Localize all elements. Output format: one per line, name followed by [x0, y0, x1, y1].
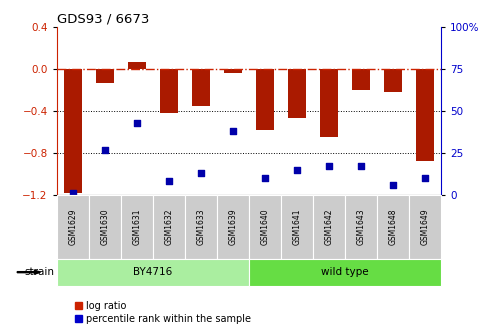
Text: GSM1633: GSM1633	[196, 208, 206, 245]
Bar	[121, 195, 153, 259]
Point	[101, 147, 108, 152]
Bar	[385, 69, 402, 92]
Point	[133, 120, 141, 125]
Text: GSM1631: GSM1631	[132, 209, 141, 245]
Text: GSM1632: GSM1632	[164, 209, 174, 245]
Bar	[57, 259, 249, 286]
Point	[261, 175, 269, 181]
Text: GSM1643: GSM1643	[356, 208, 366, 245]
Point	[293, 167, 301, 172]
Text: GSM1649: GSM1649	[421, 208, 430, 245]
Text: strain: strain	[24, 267, 54, 277]
Bar	[160, 69, 177, 113]
Point	[357, 164, 365, 169]
Text: GSM1639: GSM1639	[228, 208, 238, 245]
Text: GSM1629: GSM1629	[68, 209, 77, 245]
Bar	[417, 69, 434, 161]
Bar	[192, 69, 210, 106]
Point	[421, 175, 429, 181]
Text: GSM1641: GSM1641	[292, 209, 302, 245]
Bar	[96, 69, 113, 83]
Bar	[345, 195, 377, 259]
Bar	[249, 259, 441, 286]
Bar	[128, 61, 145, 69]
Bar	[377, 195, 409, 259]
Text: wild type: wild type	[321, 267, 369, 277]
Bar	[217, 195, 249, 259]
Point	[229, 128, 237, 134]
Bar	[281, 195, 313, 259]
Point	[325, 164, 333, 169]
Bar	[249, 195, 281, 259]
Text: GSM1648: GSM1648	[388, 209, 398, 245]
Text: GSM1642: GSM1642	[324, 209, 334, 245]
Bar	[89, 195, 121, 259]
Point	[389, 182, 397, 187]
Legend: log ratio, percentile rank within the sample: log ratio, percentile rank within the sa…	[71, 297, 255, 328]
Bar	[224, 69, 242, 73]
Point	[69, 191, 77, 196]
Text: BY4716: BY4716	[133, 267, 173, 277]
Bar	[64, 69, 81, 193]
Bar	[57, 195, 89, 259]
Text: GSM1630: GSM1630	[100, 208, 109, 245]
Bar	[313, 195, 345, 259]
Bar	[185, 195, 217, 259]
Text: GDS93 / 6673: GDS93 / 6673	[57, 13, 149, 26]
Bar	[288, 69, 306, 118]
Bar	[256, 69, 274, 130]
Point	[165, 179, 173, 184]
Point	[197, 170, 205, 176]
Bar	[409, 195, 441, 259]
Bar	[320, 69, 338, 137]
Text: GSM1640: GSM1640	[260, 208, 270, 245]
Bar	[153, 195, 185, 259]
Bar	[352, 69, 370, 90]
